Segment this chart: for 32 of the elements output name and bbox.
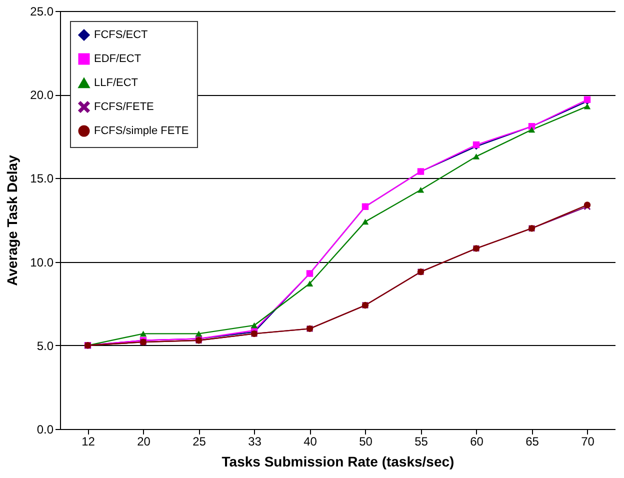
x-axis-title: Tasks Submission Rate (tasks/sec) — [222, 454, 454, 470]
legend-label: EDF/ECT — [94, 53, 142, 65]
x-tick-label: 50 — [359, 434, 373, 448]
y-tick-label: 10.0 — [30, 255, 54, 270]
x-tick-label: 12 — [82, 434, 96, 448]
point — [417, 187, 424, 193]
x-tick-label: 70 — [581, 434, 595, 448]
y-axis-title: Average Task Delay — [4, 154, 20, 286]
x-tick-label: 55 — [414, 434, 428, 448]
point — [472, 154, 480, 160]
legend-label: FCFS/FETE — [94, 101, 154, 113]
point — [140, 330, 147, 337]
x-tick-label: 60 — [470, 434, 484, 448]
point — [584, 103, 591, 110]
point — [306, 280, 314, 286]
point — [528, 126, 536, 133]
point — [195, 330, 202, 337]
x-tick-label: 65 — [526, 434, 540, 448]
y-tick-label: 0.0 — [36, 422, 54, 436]
y-tick-label: 25.0 — [30, 4, 54, 18]
y-tick-label: 20.0 — [30, 88, 54, 102]
legend-label: FCFS/simple FETE — [94, 125, 189, 137]
y-tick-label: 15.0 — [30, 172, 54, 186]
x-tick-label: 33 — [248, 434, 262, 448]
y-tick-label: 5.0 — [36, 338, 54, 353]
legend-label: LLF/ECT — [94, 77, 138, 89]
point — [362, 218, 369, 225]
x-tick-label: 25 — [192, 434, 206, 448]
point — [250, 322, 258, 328]
x-tick-label: 40 — [304, 434, 318, 448]
legend-label: FCFS/ECT — [94, 29, 148, 41]
x-tick-label: 20 — [137, 434, 151, 448]
